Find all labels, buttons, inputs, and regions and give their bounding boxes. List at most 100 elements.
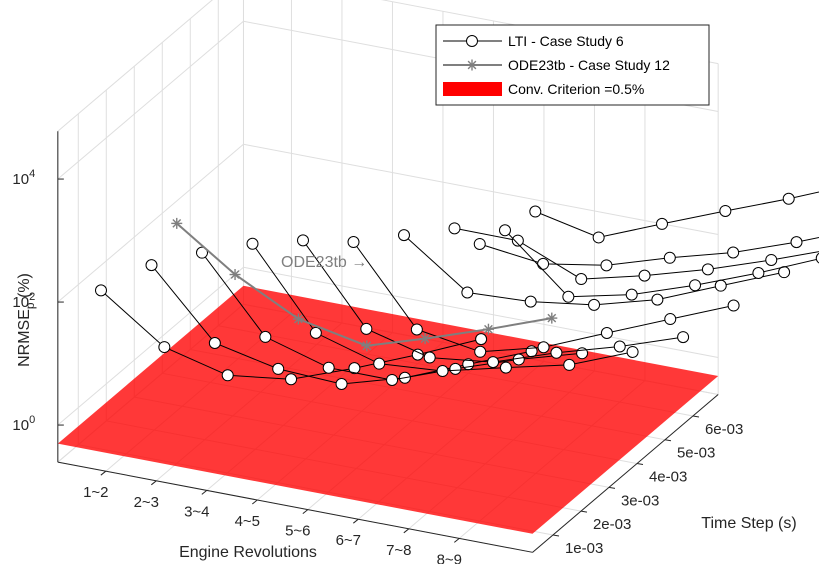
- legend: LTI - Case Study 6 ODE23tb - Case Study …: [435, 24, 710, 106]
- lti-point: [208, 337, 221, 350]
- x-tick-label: 3~4: [184, 503, 209, 520]
- x-tick: [201, 490, 208, 495]
- y-tick-label: 4e-03: [649, 469, 687, 486]
- lti-point: [373, 357, 386, 370]
- lti-point: [719, 204, 732, 217]
- y-tick-label: 3e-03: [621, 492, 659, 509]
- grid-line: [57, 20, 244, 180]
- grid-line: [57, 0, 213, 132]
- ode23tb-point: [229, 269, 241, 281]
- lti-point: [499, 361, 512, 374]
- star-stroke: [484, 324, 493, 334]
- lti-point: [663, 251, 676, 264]
- lti-point: [474, 345, 487, 358]
- lti-point: [309, 326, 322, 339]
- y-axis-line: [532, 394, 719, 553]
- axes: 1~2 2~3 3~4 4~5 5~6 6~7 7~8 8~9 1e-03 2e-03 3e-03 4…: [12, 131, 743, 564]
- lti-point: [550, 346, 563, 359]
- lti-point: [259, 330, 272, 343]
- ode23tb-point: [546, 312, 558, 324]
- z-tick-label: 102: [12, 291, 35, 311]
- lti-point: [689, 279, 702, 292]
- lti-point: [347, 236, 360, 249]
- y-tick: [608, 486, 616, 489]
- lti-point: [475, 333, 488, 346]
- lti-point: [436, 365, 449, 378]
- lti-point: [765, 253, 778, 266]
- legend-label-ode: ODE23tb - Case Study 12: [508, 57, 670, 73]
- star-stroke: [420, 334, 430, 343]
- lti-point: [562, 290, 575, 303]
- x-axis-line: [57, 461, 533, 553]
- z-tick-label: 100: [12, 414, 35, 434]
- x-tick: [302, 509, 309, 514]
- lti-point: [575, 273, 588, 286]
- lti-point: [701, 263, 714, 276]
- lti-point: [588, 298, 601, 311]
- lti-point: [423, 351, 436, 364]
- lti-point: [638, 269, 651, 282]
- star-stroke: [294, 314, 303, 324]
- lti-point: [626, 345, 639, 358]
- y-axis-label: Time Step (s): [701, 515, 796, 532]
- lti-point: [449, 362, 462, 375]
- y-tick: [636, 463, 644, 466]
- x-tick: [453, 538, 460, 543]
- ode23tb-point: [171, 217, 183, 229]
- lti-point: [656, 217, 668, 230]
- lti-point: [473, 237, 486, 250]
- y-tick: [552, 534, 560, 537]
- lti-point: [600, 259, 613, 272]
- x-tick-label: 8~9: [437, 551, 462, 564]
- x-axis-label: Engine Revolutions: [179, 544, 317, 561]
- lti-point: [790, 236, 803, 249]
- lti-point: [782, 192, 795, 205]
- lti-point: [651, 293, 664, 306]
- lti-point: [511, 234, 524, 247]
- lti-point: [95, 284, 107, 297]
- lti-point: [815, 252, 819, 264]
- ode23tb-point: [361, 340, 373, 352]
- star-stroke: [547, 313, 557, 323]
- star-stroke: [230, 270, 240, 279]
- lti-point: [196, 246, 208, 259]
- x-tick-label: 2~3: [134, 494, 159, 511]
- x-tick-label: 7~8: [386, 542, 411, 559]
- y-tick-label: 6e-03: [705, 421, 743, 438]
- lti-point: [272, 362, 285, 375]
- legend-label-lti: LTI - Case Study 6: [508, 33, 624, 49]
- lti-point: [727, 246, 740, 259]
- y-tick-label: 5e-03: [677, 445, 715, 462]
- lti-point: [448, 222, 461, 235]
- z-axis-label: NRMSEp (%): [16, 273, 37, 367]
- lti-point: [398, 229, 410, 242]
- lti-point: [322, 361, 335, 374]
- x-tick: [150, 480, 157, 486]
- lti-point: [563, 358, 576, 371]
- y-tick-label: 2e-03: [593, 516, 631, 533]
- lti-point: [592, 231, 605, 244]
- y-tick: [664, 439, 672, 442]
- x-tick-label: 5~6: [285, 523, 310, 540]
- z-tick-label: 104: [12, 168, 35, 188]
- lti-point: [752, 267, 765, 280]
- x-tick: [251, 499, 258, 505]
- grid-line: [57, 143, 244, 303]
- x-tick: [403, 528, 410, 534]
- legend-marker-lti: [466, 35, 478, 47]
- lti-point: [158, 341, 171, 354]
- lti-line-10: [535, 191, 819, 238]
- star-stroke: [362, 341, 372, 351]
- lti-point: [410, 323, 423, 336]
- lti-point: [727, 299, 740, 312]
- lti-point: [221, 369, 234, 382]
- lti-point: [714, 279, 727, 292]
- lti-point: [386, 373, 399, 386]
- lti-point: [461, 286, 474, 299]
- grid-line: [243, 266, 719, 358]
- x-tick: [352, 518, 359, 524]
- legend-swatch-criterion: [443, 82, 502, 96]
- lti-point: [677, 331, 690, 344]
- lti-point: [512, 353, 525, 366]
